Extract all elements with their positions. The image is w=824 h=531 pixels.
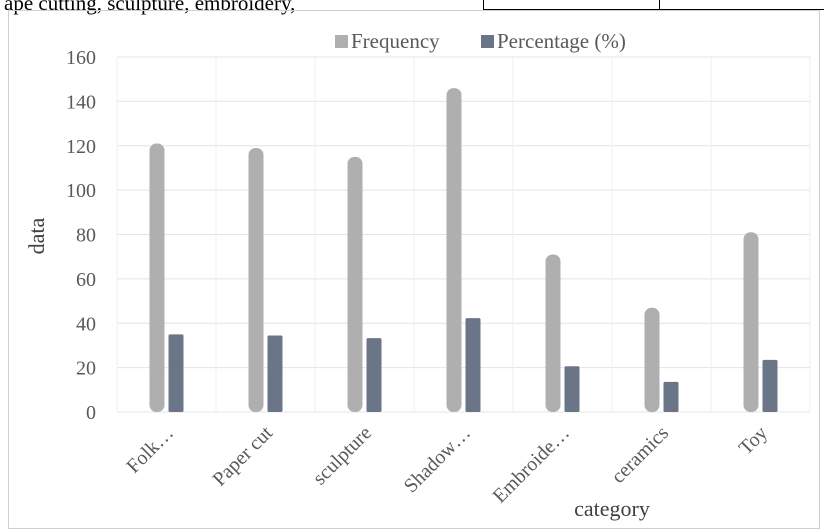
chart-frame: [8, 10, 820, 529]
y-tick-label-80: 80: [76, 225, 96, 247]
x-tick-label-2: sculpture: [309, 422, 376, 489]
bar-frequency-5: [644, 307, 660, 412]
x-tick-label-5: ceramics: [607, 422, 673, 488]
bar-percentage-1: [267, 335, 283, 412]
y-tick-label-140: 140: [66, 91, 96, 113]
x-tick-label-1: Paper cut: [208, 422, 277, 491]
x-tick-label-6: Toy: [735, 422, 772, 459]
bar-percentage-3: [465, 318, 481, 412]
bar-frequency-3: [446, 88, 462, 412]
bar-frequency-0: [149, 143, 165, 412]
bar-frequency-4: [545, 254, 561, 412]
y-axis-ticks: 0 20 40 60 80 100 120 140 160: [66, 47, 96, 424]
y-tick-label-120: 120: [66, 136, 96, 158]
y-tick-label-160: 160: [66, 47, 96, 69]
gridlines: [116, 56, 811, 413]
bars: [149, 88, 778, 412]
x-tick-label-3: Shadow…: [400, 422, 475, 497]
bar-percentage-2: [366, 338, 382, 412]
x-tick-label-4: Embroide…: [489, 422, 574, 507]
top-table-fragment: [483, 0, 824, 10]
x-axis-ticks: Folk… Paper cut sculpture Shadow… Embroide… c…: [122, 422, 772, 508]
y-tick-label-60: 60: [76, 269, 96, 291]
x-tick-label-0: Folk…: [122, 422, 178, 478]
legend: Frequency Percentage (%): [335, 29, 626, 53]
legend-swatch-0: [335, 35, 348, 48]
y-tick-label-20: 20: [76, 358, 96, 380]
legend-label-1: Percentage (%): [497, 29, 626, 53]
bar-frequency-6: [743, 232, 759, 412]
y-tick-label-40: 40: [76, 313, 96, 335]
bar-percentage-5: [663, 381, 679, 412]
bar-percentage-6: [762, 359, 778, 412]
legend-label-0: Frequency: [351, 29, 440, 53]
table-cell-divider: [659, 0, 660, 10]
x-axis-title: category: [574, 496, 650, 521]
legend-swatch-1: [481, 35, 494, 48]
y-tick-label-0: 0: [86, 402, 96, 424]
bar-frequency-2: [347, 156, 363, 412]
bar-percentage-4: [564, 366, 580, 412]
top-text-fragment: ape cutting, sculpture, embroidery,: [4, 0, 296, 15]
y-axis-title: data: [24, 217, 49, 254]
bar-frequency-1: [248, 147, 264, 412]
bar-percentage-0: [168, 334, 184, 412]
y-tick-label-100: 100: [66, 180, 96, 202]
